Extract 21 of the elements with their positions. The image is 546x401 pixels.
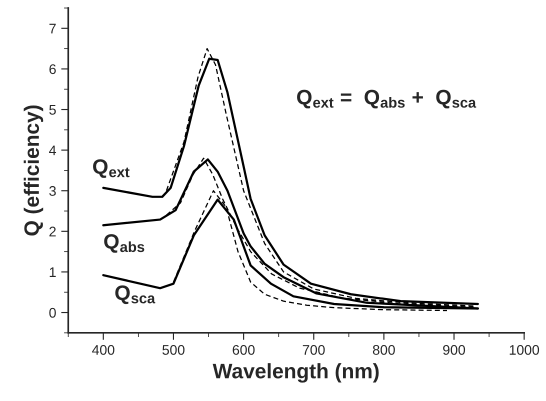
y-tick-label: 1 <box>50 267 56 277</box>
x-tick-label: 1000 <box>510 345 540 355</box>
y-tick-label: 3 <box>49 186 56 196</box>
y-axis-title: Q (efficiency) <box>24 105 44 236</box>
y-tick-label: 2 <box>49 226 56 236</box>
x-tick-label: 500 <box>162 345 185 355</box>
x-tick-label: 800 <box>372 345 395 355</box>
y-tick-label: 7 <box>49 24 56 34</box>
y-tick-label: 4 <box>49 146 56 156</box>
annotation: Q$_{ext}$ = Q$_{abs}$ + Q$_{sca}$ <box>297 90 476 108</box>
x-tick-label: 900 <box>443 345 466 355</box>
series-label: Q$_{abs}$ <box>104 234 144 253</box>
y-tick-label: 6 <box>49 64 56 74</box>
x-tick-label: 700 <box>302 345 325 355</box>
y-tick-label: 5 <box>49 105 56 115</box>
x-tick-label: 600 <box>232 345 255 355</box>
x-tick-label: 400 <box>92 345 114 355</box>
x-axis-title: Wavelength (nm) <box>212 363 379 383</box>
series-label: Q$_{sca}$ <box>115 285 156 304</box>
series-label: Q$_{ext}$ <box>93 159 130 178</box>
y-tick-label: 0 <box>49 308 56 318</box>
